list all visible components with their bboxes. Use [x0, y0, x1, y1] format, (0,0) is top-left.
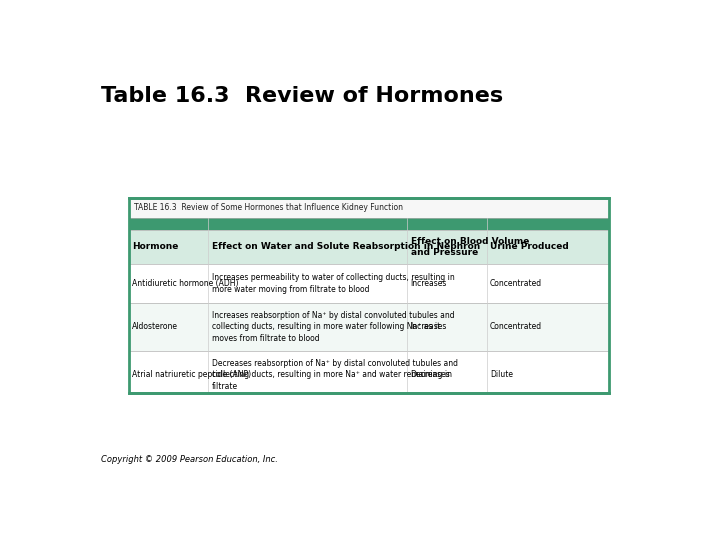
Bar	[129, 351, 609, 399]
Text: Effect on Blood Volume
and Pressure: Effect on Blood Volume and Pressure	[410, 237, 529, 257]
Bar	[129, 218, 609, 230]
Text: Copyright © 2009 Pearson Education, Inc.: Copyright © 2009 Pearson Education, Inc.	[101, 455, 278, 464]
Text: Dilute: Dilute	[490, 370, 513, 379]
Text: Decreases reabsorption of Na⁺ by distal convoluted tubules and
collecting ducts,: Decreases reabsorption of Na⁺ by distal …	[212, 359, 458, 391]
Text: TABLE 16.3  Review of Some Hormones that Influence Kidney Function: TABLE 16.3 Review of Some Hormones that …	[133, 204, 402, 212]
Text: Increases reabsorption of Na⁺ by distal convoluted tubules and
collecting ducts,: Increases reabsorption of Na⁺ by distal …	[212, 311, 454, 343]
Text: Increases permeability to water of collecting ducts, resulting in
more water mov: Increases permeability to water of colle…	[212, 273, 454, 294]
Bar	[129, 198, 609, 393]
Bar	[129, 230, 609, 264]
Text: Urine Produced: Urine Produced	[490, 242, 569, 252]
Text: Aldosterone: Aldosterone	[132, 322, 179, 332]
Text: Effect on Water and Solute Reabsorption in Nephron: Effect on Water and Solute Reabsorption …	[212, 242, 480, 252]
Text: Hormone: Hormone	[132, 242, 179, 252]
Text: Concentrated: Concentrated	[490, 322, 542, 332]
Text: Antidiuretic hormone (ADH): Antidiuretic hormone (ADH)	[132, 279, 239, 288]
Text: Increases: Increases	[410, 322, 447, 332]
Bar	[129, 198, 609, 218]
Text: Table 16.3  Review of Hormones: Table 16.3 Review of Hormones	[101, 85, 503, 106]
Text: Decreases: Decreases	[410, 370, 451, 379]
Bar	[129, 303, 609, 351]
Text: Concentrated: Concentrated	[490, 279, 542, 288]
Text: Increases: Increases	[410, 279, 447, 288]
Bar	[129, 264, 609, 303]
Text: Atrial natriuretic peptide (ANP): Atrial natriuretic peptide (ANP)	[132, 370, 251, 379]
